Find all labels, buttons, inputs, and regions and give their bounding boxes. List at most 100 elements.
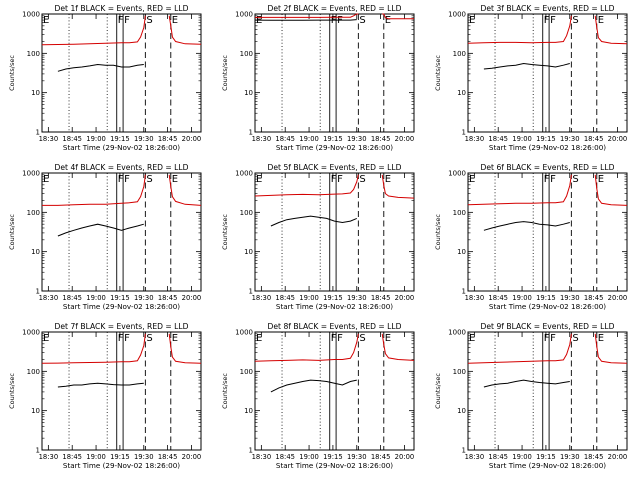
series-lld [42,174,146,206]
x-tick-label: 18:45 [584,453,604,461]
y-tick-label: 1 [36,288,40,296]
x-tick-label: 19:30 [560,135,580,143]
x-tick-label: 19:30 [347,135,367,143]
y-tick-label: 1000 [235,170,253,178]
y-tick-label: 10 [244,89,253,97]
x-axis-label: Start Time (29-Nov-02 18:26:00) [489,302,606,311]
x-tick-label: 18:30 [39,453,59,461]
marker-label-E: E [172,174,178,185]
y-tick-label: 1000 [22,11,40,19]
y-tick-label: 1000 [448,11,466,19]
x-tick-label: 18:30 [252,453,272,461]
y-axis-label: Counts/sec [434,373,442,409]
marker-label-F: F [118,174,124,185]
x-axis-label: Start Time (29-Nov-02 18:26:00) [276,461,393,470]
chart-title: Det 9f BLACK = Events, RED = LLD [481,322,615,331]
marker-label-S: S [359,174,365,185]
x-tick-label: 18:45 [275,453,295,461]
panel-6: Det 6f BLACK = Events, RED = LLD 1 10 100 10… [434,163,628,311]
x-tick-label: 18:45 [62,453,82,461]
panel-4: Det 4f BLACK = Events, RED = LLD 1 10 100 10… [8,163,202,311]
x-tick-label: 19:30 [134,294,154,302]
series-lld [254,333,359,362]
y-tick-label: 10 [457,248,466,256]
y-axis-label: Counts/sec [8,55,16,91]
x-tick-label: 19:00 [299,294,319,302]
y-tick-label: 1000 [22,170,40,178]
y-tick-label: 100 [240,368,253,376]
marker-label-E: E [385,174,391,185]
panel-7: Det 7f BLACK = Events, RED = LLD 1 10 100 10… [8,322,202,470]
marker-label-E: E [598,174,604,185]
plot-frame [254,331,415,451]
x-tick-label: 20:00 [182,135,202,143]
marker-label-S: S [359,333,365,344]
x-tick-label: 19:15 [110,294,130,302]
chart-title: Det 5f BLACK = Events, RED = LLD [268,163,402,172]
series-lld [467,15,572,44]
series-lld [594,15,628,45]
y-tick-label: 100 [453,368,466,376]
y-tick-label: 1 [462,447,466,455]
y-tick-label: 1 [249,288,253,296]
x-tick-label: 19:00 [512,135,532,143]
marker-label-F: F [544,15,550,26]
plot-frame [467,13,628,133]
marker-label-F: F [544,333,550,344]
y-tick-label: 100 [27,209,40,217]
x-tick-label: 19:00 [512,294,532,302]
x-tick-label: 18:45 [275,294,295,302]
x-tick-label: 18:45 [158,453,178,461]
series-lld [168,333,202,364]
marker-label-E: E [385,333,391,344]
y-tick-label: 100 [453,209,466,217]
y-tick-label: 1 [462,129,466,137]
x-tick-label: 19:30 [560,453,580,461]
x-tick-label: 18:30 [465,294,485,302]
chart-title: Det 2f BLACK = Events, RED = LLD [268,4,402,13]
x-tick-label: 19:15 [323,453,343,461]
marker-label-F: F [550,15,556,26]
series-lld [41,333,146,364]
x-tick-label: 19:00 [86,453,106,461]
series-lld [255,13,359,18]
plot-frame [254,172,415,292]
marker-label-F: F [550,333,556,344]
plot-frame [41,172,202,292]
chart-title: Det 3f BLACK = Events, RED = LLD [481,4,615,13]
series-events [57,63,144,72]
marker-label-S: S [572,174,578,185]
marker-label-F: F [331,333,337,344]
marker-label-F: F [124,15,130,26]
x-axis-label: Start Time (29-Nov-02 18:26:00) [489,143,606,152]
marker-label-E: E [598,333,604,344]
y-tick-label: 10 [31,407,40,415]
x-tick-label: 18:45 [584,294,604,302]
y-tick-label: 10 [457,407,466,415]
x-tick-label: 19:00 [299,135,319,143]
x-tick-label: 18:45 [275,135,295,143]
panel-5: Det 5f BLACK = Events, RED = LLD 1 10 100 10… [221,163,415,311]
y-axis-label: Counts/sec [434,214,442,250]
marker-label-F: F [550,174,556,185]
marker-label-F: F [331,174,337,185]
x-tick-label: 18:30 [465,453,485,461]
x-axis-label: Start Time (29-Nov-02 18:26:00) [63,302,180,311]
y-axis-label: Counts/sec [434,55,442,91]
y-axis-label: Counts/sec [8,214,16,250]
x-tick-label: 19:15 [536,294,556,302]
marker-label-E: E [172,333,178,344]
series-lld [41,15,146,46]
x-axis-label: Start Time (29-Nov-02 18:26:00) [63,461,180,470]
x-tick-label: 20:00 [182,294,202,302]
x-axis-label: Start Time (29-Nov-02 18:26:00) [63,143,180,152]
marker-label-E: E [385,15,391,26]
plot-frame [254,13,415,133]
marker-label-E: E [598,15,604,26]
x-tick-label: 20:00 [395,294,415,302]
chart-title: Det 8f BLACK = Events, RED = LLD [268,322,402,331]
y-tick-label: 10 [457,89,466,97]
y-tick-label: 100 [240,209,253,217]
x-tick-label: 18:45 [62,135,82,143]
marker-label-F: F [124,333,130,344]
